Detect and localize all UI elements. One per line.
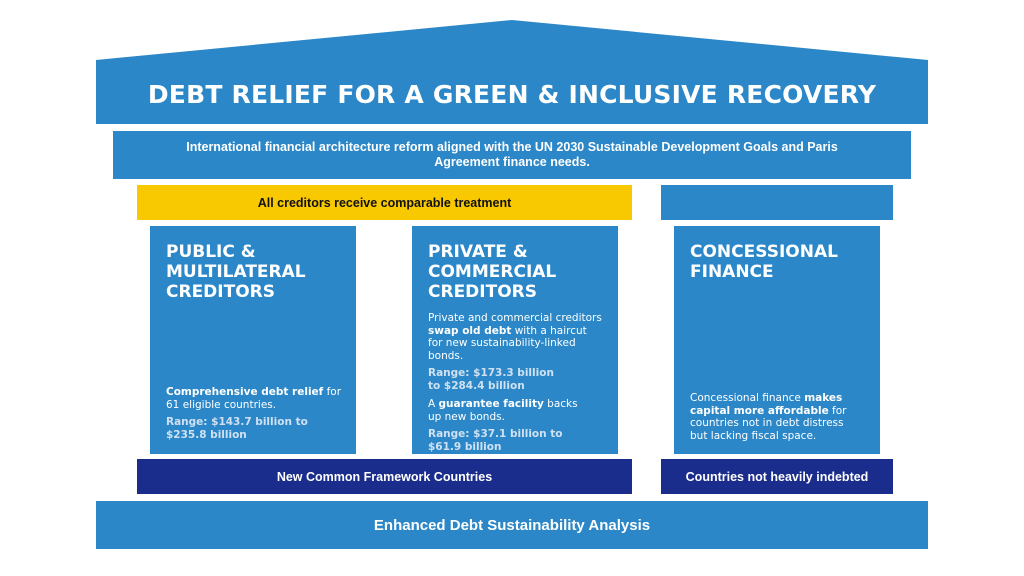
comparable-treatment-bar: All creditors receive comparable treatme… xyxy=(137,185,632,220)
pillar-public-title-line3: CREDITORS xyxy=(166,282,275,302)
pillar-private-desc-pre: Private and commercial creditors xyxy=(428,312,602,324)
architecture-banner-text: International financial architecture ref… xyxy=(186,140,838,169)
pillar-private-guarantee-bold: guarantee facility xyxy=(438,398,544,410)
pillar-private-title-line1: PRIVATE & xyxy=(428,242,528,262)
pillar-public-title-line1: PUBLIC & xyxy=(166,242,256,262)
debt-sustainability-label: Enhanced Debt Sustainability Analysis xyxy=(373,516,651,534)
pillar-private-guarantee-pre: A xyxy=(428,398,439,410)
pillar-private-guarantee-post: backs up new bonds. xyxy=(428,398,578,423)
pillar-public-title-line2: MULTILATERAL xyxy=(166,262,306,282)
comparable-treatment-text: All creditors receive comparable treatme… xyxy=(257,195,512,210)
common-framework-bar: New Common Framework Countries xyxy=(137,459,632,494)
pillar-concessional-desc-post: for countries not in debt distress but l… xyxy=(690,404,847,442)
concessional-top-bar xyxy=(661,185,893,220)
pillar-private-desc-post: with a haircut for new sustainability-li… xyxy=(428,324,587,362)
pillar-private-commercial: PRIVATE & COMMERCIAL CREDITORS Private a… xyxy=(412,226,618,454)
not-heavily-indebted-label: Countries not heavily indebted xyxy=(685,469,869,484)
roof-shape xyxy=(96,20,928,124)
pillar-public-multilateral: PUBLIC & MULTILATERAL CREDITORS Comprehe… xyxy=(150,226,356,454)
pillar-private-desc-bold: swap old debt xyxy=(428,324,512,337)
architecture-banner: International financial architecture ref… xyxy=(113,131,911,179)
pillar-public-range: Range: $143.7 billion to $235.8 billion xyxy=(166,416,308,441)
pillar-concessional-finance: CONCESSIONAL FINANCE Concessional financ… xyxy=(674,226,880,454)
pillar-concessional-desc-pre: Concessional finance xyxy=(690,392,805,404)
pillar-private-description: Private and commercial creditors swap ol… xyxy=(428,312,604,362)
pillar-private-title-line2: COMMERCIAL xyxy=(428,262,557,282)
pillar-concessional-desc-bold: makes capital more affordable xyxy=(690,392,843,417)
common-framework-label: New Common Framework Countries xyxy=(276,469,493,484)
main-title: DEBT RELIEF FOR A GREEN & INCLUSIVE RECO… xyxy=(147,79,877,109)
pillar-concessional-title-line2: FINANCE xyxy=(690,262,774,282)
pillar-private-range-2: Range: $37.1 billion to $61.9 billion xyxy=(428,428,563,453)
pillar-private-title-line3: CREDITORS xyxy=(428,282,537,302)
pillar-public-description: Comprehensive debt relief for 61 eligibl… xyxy=(166,386,342,411)
pillar-concessional-description: Concessional finance makes capital more … xyxy=(690,392,860,442)
pillar-private-range-1: Range: $173.3 billion to $284.4 billion xyxy=(428,367,554,392)
not-heavily-indebted-bar: Countries not heavily indebted xyxy=(661,459,893,494)
debt-sustainability-base: Enhanced Debt Sustainability Analysis xyxy=(96,501,928,549)
pillar-concessional-title-line1: CONCESSIONAL xyxy=(690,242,838,262)
pillar-public-desc-rest: for 61 eligible countries. xyxy=(166,386,342,411)
pillar-concessional-title: CONCESSIONAL FINANCE xyxy=(690,242,866,282)
pillar-public-title: PUBLIC & MULTILATERAL CREDITORS xyxy=(166,242,342,302)
pillar-public-desc-bold: Comprehensive debt relief xyxy=(166,386,324,398)
pillar-private-title: PRIVATE & COMMERCIAL CREDITORS xyxy=(428,242,604,302)
pillar-private-guarantee: A guarantee facility backs up new bonds. xyxy=(428,398,578,423)
